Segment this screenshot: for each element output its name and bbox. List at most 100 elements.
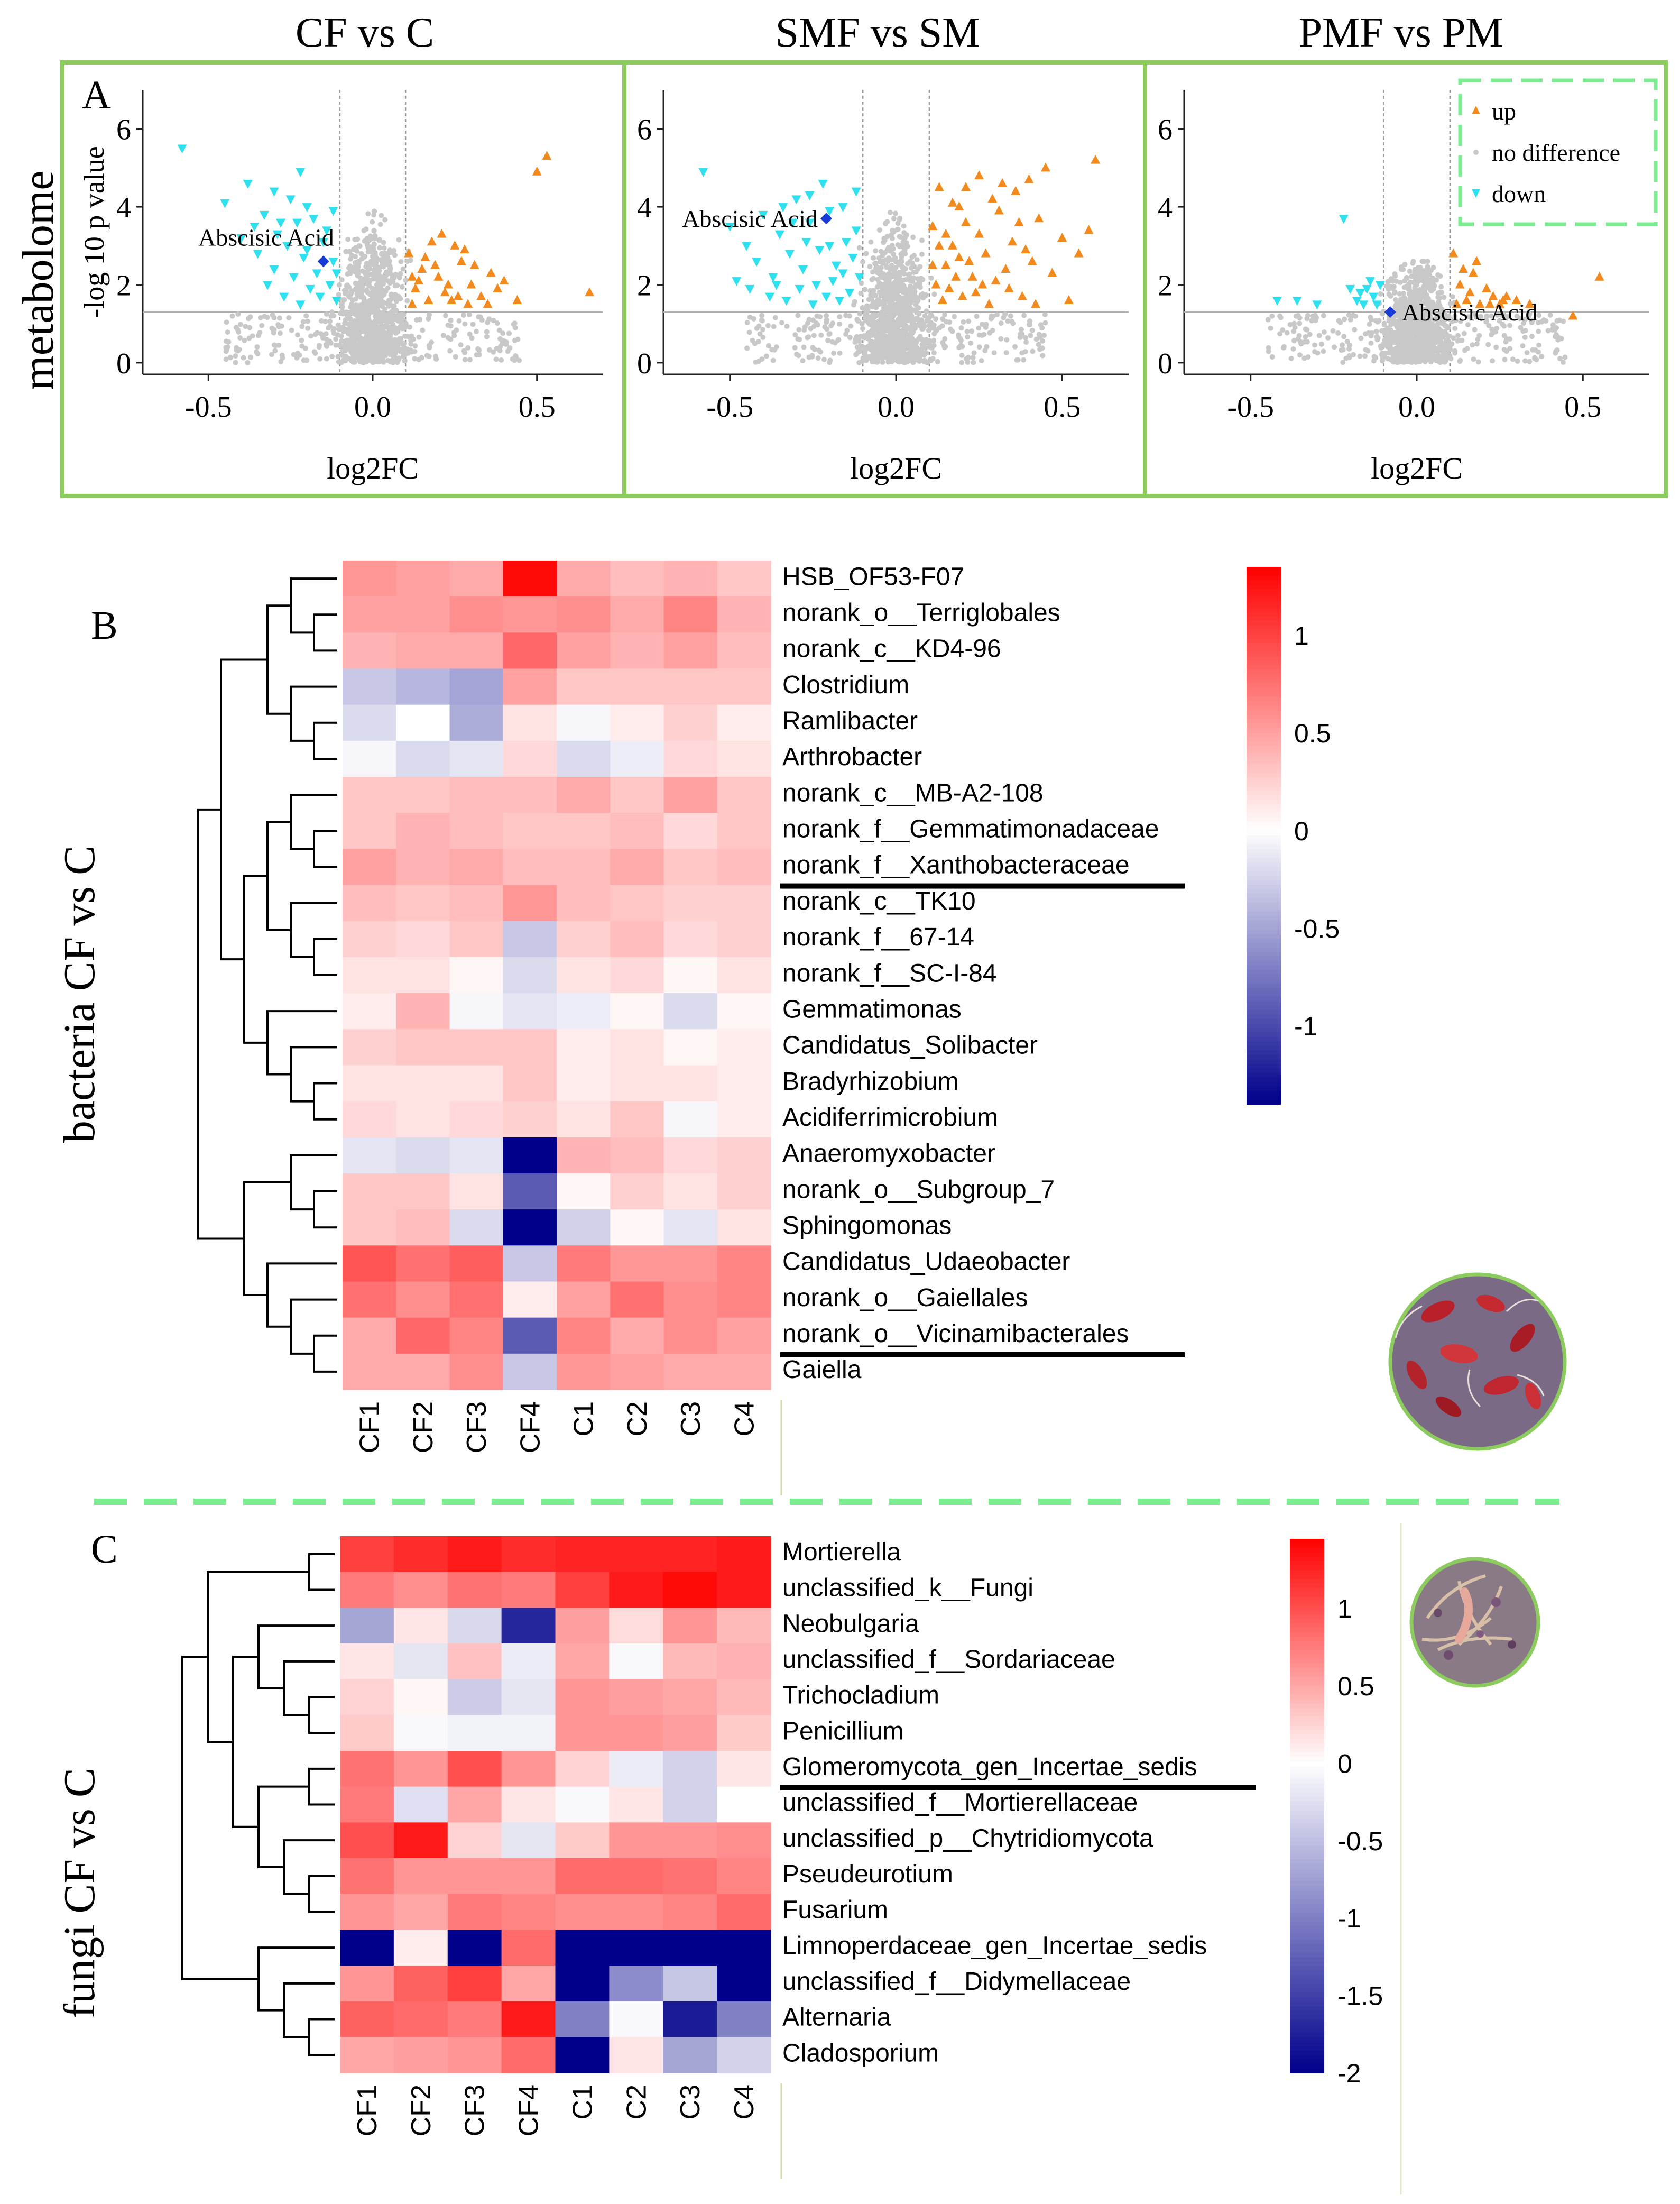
nodiff-point [1553,348,1559,354]
colorbar-segment [1290,1819,1324,1824]
nodiff-point [1472,327,1478,333]
heatmap-cell [557,632,611,669]
heatmap-cell [501,1786,556,1823]
nodiff-point [1399,322,1405,327]
heatmap-cell [663,704,718,741]
up-point [463,299,473,308]
heatmap-cell [610,1245,664,1282]
heatmap-cell [343,561,396,597]
nodiff-point [941,345,947,351]
row-label: Mortierella [782,1538,901,1566]
nodiff-point [976,344,982,350]
nodiff-point [324,356,329,362]
heatmap-cell [610,1065,664,1102]
colorbar-segment [1247,1068,1281,1073]
up-point [961,217,971,226]
nodiff-point [374,334,380,339]
nodiff-point [412,348,418,354]
nodiff-point [1529,318,1535,324]
nodiff-point [887,359,892,364]
nodiff-point [1408,351,1414,356]
nodiff-point [1394,303,1400,309]
nodiff-point [388,359,394,365]
heatmap-cell [717,1608,771,1644]
row-label: norank_f__Xanthobacteraceae [782,851,1130,879]
nodiff-point [869,296,874,302]
nodiff-point [1357,353,1363,359]
heatmap-cell [396,1137,450,1174]
heatmap-cell [343,849,396,886]
down-point [1339,215,1349,224]
nodiff-point [339,338,345,344]
colorbar-segment [1247,634,1281,639]
nodiff-point [364,337,370,343]
nodiff-point [991,350,997,356]
nodiff-point [1485,342,1491,347]
heatmap-cell [557,993,611,1030]
heatmap-cell [393,1858,448,1895]
nodiff-point [1404,274,1409,280]
up-point [430,260,440,269]
nodiff-point [295,351,301,356]
colorbar-segment [1290,1552,1324,1557]
nodiff-point [852,299,857,305]
nodiff-point [316,344,322,350]
nodiff-point [801,344,807,350]
nodiff-point [1457,359,1463,364]
colorbar-segment [1247,996,1281,1002]
up-point [994,205,1004,215]
nodiff-point [399,284,405,290]
heatmap-cell [343,632,396,669]
nodiff-point [355,236,361,242]
nodiff-point [1404,335,1410,341]
colorbar-segment [1290,1663,1324,1669]
down-point [798,265,808,275]
heatmap-cell [393,1572,448,1608]
heatmap-cell [501,2037,556,2073]
nodiff-point [1036,342,1041,347]
heatmap-cell [343,1209,396,1246]
nodiff-point [366,282,372,288]
row-label: Acidiferrimicrobium [782,1104,998,1132]
nodiff-point [1425,264,1430,270]
nodiff-point [911,338,917,344]
nodiff-point [1408,279,1414,285]
up-point [938,295,947,304]
dendrogram-branch [313,613,337,652]
colorbar-segment [1247,1032,1281,1037]
nodiff-point [374,327,380,333]
nodiff-point [1475,336,1481,342]
nodiff-point [760,334,766,340]
y-tick-label: 6 [1158,114,1173,146]
heatmap-cell [663,1029,718,1066]
nodiff-point [355,264,361,270]
colorbar-segment [1290,1569,1324,1575]
nodiff-point [751,316,756,322]
colorbar-segment [1247,1059,1281,1064]
nodiff-point [1425,259,1430,264]
row-label: Clostridium [782,671,909,699]
nodiff-point [383,269,389,275]
colorbar-segment [1247,750,1281,756]
nodiff-point [1406,359,1411,364]
nodiff-point [1434,354,1440,360]
volcano-title: PMF vs PM [1299,10,1503,56]
nodiff-point [878,316,884,322]
nodiff-point [1365,348,1371,354]
nodiff-point [1527,311,1533,317]
colorbar-segment [1290,1556,1324,1562]
nodiff-point [1446,314,1452,319]
nodiff-point [344,313,350,318]
nodiff-point [979,358,984,364]
heatmap-cell [717,1317,771,1354]
heatmap-cell [343,993,396,1030]
colorbar-segment [1290,1877,1324,1882]
nodiff-point [846,313,852,319]
nodiff-point [1554,318,1560,324]
up-point [1021,244,1031,254]
heatmap-cell [663,1536,717,1573]
nodiff-point [1422,272,1428,278]
nodiff-point [935,359,940,364]
heatmap-cell [609,1930,663,1966]
down-point [1372,300,1382,310]
